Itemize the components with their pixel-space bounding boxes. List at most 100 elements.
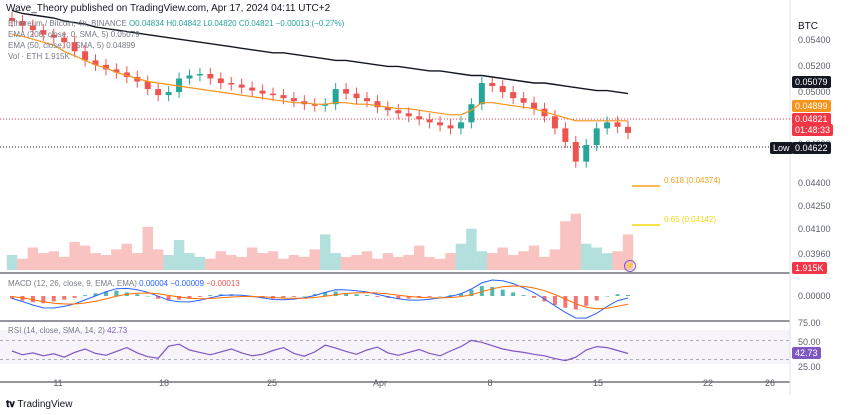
candle-body: [489, 83, 496, 87]
rsi-axis-label: 25.00: [798, 362, 821, 372]
macd-histogram-bar: [72, 296, 77, 298]
candle-body: [614, 122, 621, 127]
candle-body: [290, 98, 297, 102]
macd-histogram-bar: [448, 295, 453, 296]
candle-body: [9, 18, 15, 22]
volume-bar: [424, 256, 435, 270]
volume-bar: [132, 253, 143, 270]
candle-body: [499, 86, 506, 93]
candle-body: [541, 108, 548, 117]
ema50-legend[interactable]: EMA (50, close, 0, SMA, 5) 0.04899: [8, 41, 136, 50]
macd-histogram-bar: [438, 296, 443, 297]
volume-bar: [90, 253, 101, 270]
time-axis-label: 18: [159, 378, 169, 388]
time-axis-label: 25: [267, 378, 277, 388]
volume-bar: [445, 253, 456, 270]
ema200-line: [11, 9, 629, 95]
volume-bar: [38, 253, 49, 270]
macd-histogram-bar: [490, 287, 495, 296]
volume-bar: [17, 258, 28, 270]
macd-histogram-bar: [375, 296, 380, 297]
candle-body: [468, 104, 475, 123]
candle-body: [374, 101, 381, 108]
macd-legend[interactable]: MACD (12, 26, close, 9, EMA, EMA) 0.0000…: [8, 279, 240, 288]
candle-body: [478, 83, 485, 105]
macd-histogram-bar: [41, 296, 46, 304]
candle-body: [457, 122, 464, 129]
candle-body: [437, 122, 444, 126]
volume-bar: [6, 255, 18, 270]
volume-bar: [69, 241, 80, 270]
volume-bar: [340, 256, 352, 270]
macd-histogram-bar: [584, 296, 589, 306]
macd-title: MACD (12, 26, close, 9, EMA, EMA): [8, 279, 137, 288]
symbol-legend[interactable]: Ethereum / Bitcoin, 4h, BINANCE O0.04834…: [8, 19, 344, 28]
volume-bar: [226, 255, 237, 270]
macd-histogram-bar: [83, 295, 88, 296]
volume-bar: [320, 234, 331, 270]
macd-histogram-bar: [406, 296, 411, 299]
candle-body: [343, 89, 350, 94]
volume-bar: [372, 258, 383, 270]
candle-body: [249, 87, 256, 91]
volume-bar: [393, 256, 404, 270]
volume-bar: [278, 258, 289, 270]
ema200-legend[interactable]: EMA (200, close, 0, SMA, 5) 0.05079: [8, 30, 140, 39]
macd-line: [11, 279, 629, 319]
volume-bar: [528, 245, 540, 270]
grid: [0, 0, 791, 395]
macd-line-value: −0.00009: [170, 279, 204, 288]
tradingview-logo: 𝐭𝐯 TradingView: [6, 399, 72, 410]
time-axis-label: 22: [703, 378, 713, 388]
volume-bar: [581, 243, 592, 270]
volume-bar: [309, 249, 320, 270]
candle-body: [207, 73, 214, 79]
candle-body: [40, 30, 47, 35]
ema50-price-tag: 0.04899: [792, 100, 831, 112]
candle-body: [332, 89, 339, 105]
volume-bar: [79, 245, 91, 270]
volume-bar: [58, 256, 70, 270]
ema-lines: [11, 9, 629, 122]
macd-value: 0.00004: [139, 279, 169, 288]
rsi-axis-label: 50.00: [798, 337, 821, 347]
macd-histogram-bar: [103, 291, 108, 296]
macd-histogram-bar: [156, 296, 161, 299]
volume-bar: [434, 258, 446, 270]
macd-histogram-bar: [323, 292, 328, 296]
candle-body: [426, 119, 433, 123]
lightning-icon[interactable]: ⚡: [624, 260, 636, 272]
candle-body: [144, 81, 151, 90]
volume-bar: [257, 253, 268, 270]
candle-body: [238, 84, 245, 88]
ema50-line: [11, 34, 628, 122]
macd-histogram-bar: [626, 295, 630, 296]
volume-bar: [100, 255, 112, 270]
time-axis-label: 26: [765, 378, 775, 388]
macd-histogram-bar: [302, 296, 307, 297]
volume-bar: [121, 243, 133, 270]
candle-body: [176, 78, 183, 93]
volume-bar: [622, 234, 634, 270]
candle-body: [322, 104, 329, 106]
volume-bar: [236, 256, 247, 270]
rsi-tag: 42.73: [792, 347, 821, 359]
price-axis-label: 0.04100: [798, 224, 831, 234]
volume-bar: [184, 253, 195, 270]
time-axis: 11 18 25 Apr 8 15 22 26: [53, 378, 775, 388]
macd-histogram-bar: [532, 296, 537, 298]
volume-bar: [476, 251, 488, 270]
candle-body: [363, 98, 370, 102]
candle-body: [92, 60, 99, 65]
volume-bar: [246, 247, 258, 270]
volume-bar: [351, 255, 362, 270]
volume-bar: [288, 255, 300, 270]
rsi-legend[interactable]: RSI (14, close, SMA, 14, 2) 42.73: [8, 326, 127, 335]
candle-body: [604, 122, 611, 129]
macd-histogram-bar: [615, 294, 620, 296]
macd-histogram-bar: [135, 294, 140, 296]
price-axis-label: 0.04250: [798, 201, 831, 211]
volume-bar: [142, 226, 153, 270]
volume-legend[interactable]: Vol · ETH 1.915K: [8, 52, 70, 61]
candle-body: [531, 102, 538, 109]
